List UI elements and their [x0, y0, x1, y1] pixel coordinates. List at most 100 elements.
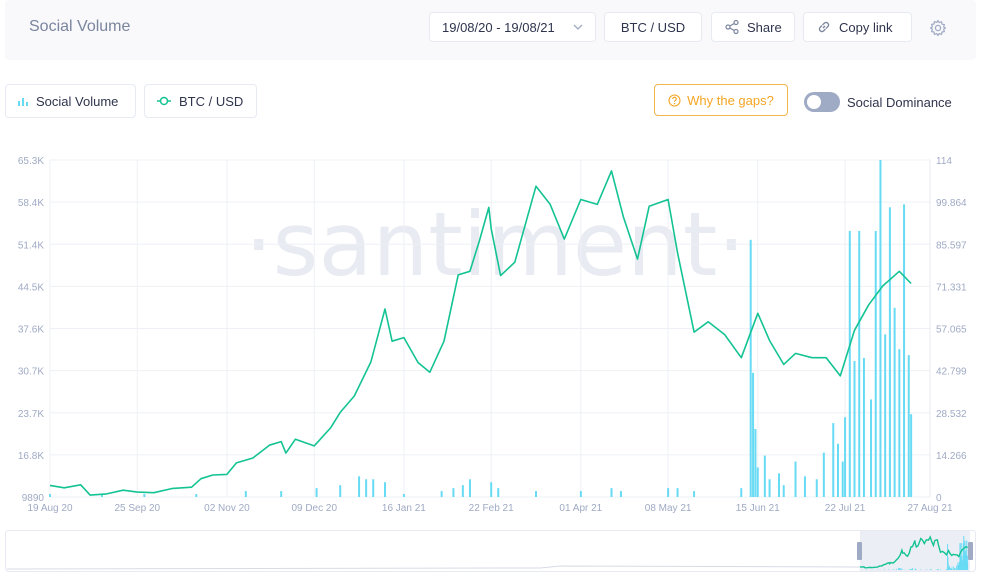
metric-social-volume[interactable]: Social Volume	[5, 84, 136, 118]
navigator-volume-bar	[950, 567, 952, 570]
gear-icon[interactable]	[929, 19, 947, 37]
navigator-volume-bar	[963, 536, 965, 570]
navigator-volume-bar	[959, 543, 961, 570]
toggle-knob	[807, 95, 821, 109]
metric-btc-usd[interactable]: BTC / USD	[144, 84, 257, 118]
navigator-volume-bar	[965, 550, 967, 570]
navigator-price-line	[859, 535, 969, 569]
navigator-volume-bar	[898, 567, 900, 570]
x-axis-tick-label: 16 Jan 21	[382, 503, 426, 514]
social-volume-bar	[778, 473, 781, 497]
social-volume-bar	[384, 482, 387, 497]
navigator-volume-bar	[966, 540, 968, 570]
why-the-gaps-button[interactable]: Why the gaps?	[654, 84, 788, 116]
social-volume-bar	[903, 204, 906, 497]
social-volume-bar	[143, 494, 146, 497]
right-axis-tick-label: 99.864	[936, 198, 967, 209]
social-volume-bar	[315, 488, 318, 497]
social-volume-bar	[49, 494, 51, 497]
share-icon	[725, 19, 739, 35]
social-volume-bar	[803, 476, 806, 497]
pair-selector-button[interactable]: BTC / USD	[604, 12, 702, 42]
social-volume-bar	[756, 467, 759, 497]
navigator-volume-bar	[908, 569, 910, 570]
left-axis-tick-label: 58.4K	[18, 198, 44, 209]
social-volume-bar	[841, 461, 844, 497]
navigator-volume-bar	[909, 569, 911, 570]
social-volume-bar	[619, 491, 622, 497]
navigator-volume-bar	[914, 568, 916, 570]
left-axis-tick-label: 30.7K	[18, 367, 44, 378]
x-axis-tick-label: 01 Apr 21	[559, 503, 602, 514]
left-axis-tick-label: 23.7K	[18, 409, 44, 420]
copy-link-button[interactable]: Copy link	[803, 12, 912, 42]
navigator-volume-bar	[929, 569, 931, 570]
navigator-volume-bar	[962, 543, 964, 570]
navigator-selection	[860, 531, 970, 571]
navigator-volume-bar	[955, 568, 957, 570]
navigator-volume-bar	[937, 569, 939, 570]
left-axis-tick-label: 37.6K	[18, 325, 44, 336]
social-volume-bar	[667, 488, 670, 497]
chart-navigator[interactable]	[5, 530, 976, 572]
navigator-volume-bar	[888, 569, 890, 570]
navigator-volume-bar	[892, 569, 894, 570]
social-volume-bar	[768, 479, 771, 497]
x-axis-tick-label: 15 Jun 21	[736, 503, 780, 514]
navigator-volume-bar	[920, 569, 922, 570]
social-volume-bar	[888, 207, 891, 497]
navigator-volume-bar	[899, 568, 901, 570]
why-the-gaps-label: Why the gaps?	[687, 92, 774, 108]
right-axis-tick-label: 28.532	[936, 409, 967, 420]
social-dominance-label: Social Dominance	[847, 95, 952, 110]
link-icon	[818, 21, 830, 33]
left-axis-tick-label: 16.8K	[18, 451, 44, 462]
social-volume-bar	[844, 417, 847, 497]
right-axis-tick-label: 0	[936, 493, 942, 504]
right-axis-tick-label: 71.331	[936, 282, 967, 293]
social-volume-bar	[740, 488, 743, 497]
social-volume-bar	[440, 491, 443, 497]
social-volume-bar	[468, 479, 471, 497]
navigator-volume-bar	[925, 569, 927, 570]
navigator-volume-bar	[958, 561, 960, 570]
navigator-volume-bar	[961, 555, 963, 570]
social-volume-bar	[853, 361, 856, 497]
date-range-picker[interactable]: 19/08/20 - 19/08/21	[429, 12, 596, 42]
social-volume-bar	[874, 230, 877, 497]
social-volume-bar	[907, 355, 910, 497]
navigator-volume-bar	[963, 553, 965, 570]
social-volume-bar	[910, 414, 913, 497]
social-volume-bar	[832, 423, 835, 497]
social-volume-bar	[782, 485, 785, 497]
copy-link-label: Copy link	[839, 19, 893, 35]
social-dominance-toggle[interactable]	[804, 92, 840, 112]
navigator-volume-bar	[947, 544, 949, 570]
navigator-volume-bar	[911, 568, 913, 570]
share-button[interactable]: Share	[711, 12, 795, 42]
social-volume-bar	[280, 491, 283, 497]
navigator-volume-bar	[940, 569, 942, 570]
navigator-volume-bar	[936, 569, 938, 570]
social-volume-bar	[870, 399, 873, 497]
left-axis-tick-label: 9890	[22, 493, 45, 504]
social-volume-bar	[815, 479, 818, 497]
social-volume-bar	[836, 443, 839, 497]
social-volume-bar	[402, 494, 405, 497]
navigator-volume-bar	[930, 569, 932, 570]
navigator-history-line	[6, 565, 861, 570]
right-axis-tick-label: 57.065	[936, 325, 967, 336]
social-volume-bar	[794, 461, 797, 497]
x-axis-tick-label: 22 Jul 21	[825, 503, 866, 514]
date-range-label: 19/08/20 - 19/08/21	[442, 19, 555, 35]
x-axis-tick-label: 19 Aug 20	[27, 503, 72, 514]
social-volume-bar	[244, 491, 247, 497]
left-axis-tick-label: 65.3K	[18, 156, 44, 167]
social-volume-bar	[898, 349, 901, 497]
social-volume-bar	[763, 455, 766, 497]
navigator-volume-bar	[960, 543, 962, 570]
metric-social-volume-label: Social Volume	[36, 93, 119, 109]
social-volume-bar	[497, 488, 500, 497]
metric-btc-usd-label: BTC / USD	[179, 93, 244, 109]
